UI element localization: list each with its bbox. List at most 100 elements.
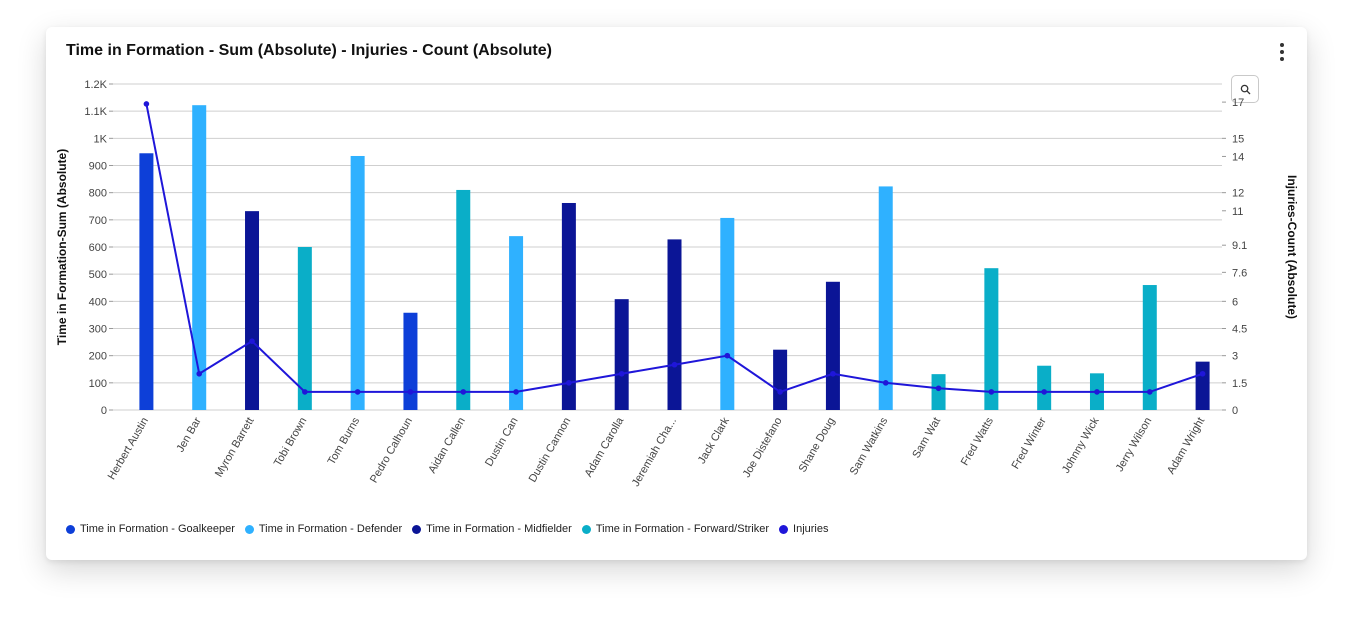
bar[interactable] [1142,285,1157,410]
x-tick-label: Tom Burns [326,415,363,467]
x-tick-label: Adam Wright [1165,416,1207,477]
injuries-point[interactable] [1199,370,1206,377]
chart-legend: Time in Formation - Goalkeeper Time in Fo… [66,523,828,535]
x-axis: Herbert Austin Jen Bar Myron Barrett Tobi B… [106,415,1207,489]
injuries-point[interactable] [407,389,414,395]
x-tick-label: Adam Carolla [583,415,627,479]
chart-card: Time in Formation - Sum (Absolute) - Inj… [46,27,1307,560]
y2-tick-label: 4.5 [1232,324,1247,336]
legend-item[interactable]: Time in Formation - Defender [244,523,403,535]
y-tick-label: 0 [101,405,107,417]
more-vertical-icon [1280,43,1284,47]
x-tick-label: Johnny Wick [1060,415,1102,475]
bar[interactable] [456,189,471,410]
legend-item[interactable]: Injuries [779,523,828,535]
x-tick-label: Myron Barrett [213,416,257,480]
y2-tick-label: 6 [1232,296,1238,308]
bar[interactable] [245,211,260,410]
injuries-point[interactable] [671,361,678,368]
y2-tick-label: 7.6 [1232,267,1247,279]
legend-label: Time in Formation - Defender [258,523,403,535]
bar[interactable] [825,281,840,410]
legend-swatch [244,524,254,534]
bar[interactable] [984,268,999,410]
more-vertical-icon-dot [1280,50,1284,54]
bar[interactable] [720,217,735,410]
bar[interactable] [773,349,788,410]
legend-swatch [66,524,75,534]
x-tick-label: Sam Watkins [848,415,891,477]
bar[interactable] [509,236,524,410]
more-vertical-icon-dot [1280,57,1284,61]
x-tick-label: Aidan Callen [426,416,468,476]
y-tick-label: 500 [89,269,107,281]
bar[interactable] [1037,365,1052,410]
legend-label: Time in Formation - Midfielder [426,523,572,535]
bar[interactable] [667,239,682,410]
y-tick-label: 700 [89,215,107,227]
injuries-point[interactable] [830,370,836,377]
x-tick-label: Jerry Wilson [1114,416,1155,474]
x-tick-label: Pedro Calhoun [368,416,415,486]
bar[interactable] [297,247,312,410]
x-tick-label: Dustin Can [483,415,521,468]
injuries-point[interactable] [143,101,150,107]
injuries-point[interactable] [513,389,519,395]
bar[interactable] [878,186,893,410]
injuries-point[interactable] [354,389,361,395]
x-tick-label: Fred Winter [1010,415,1049,471]
legend-swatch [779,524,789,534]
y-tick-label: 400 [89,296,107,308]
x-tick-label: Dustin Cannon [527,416,574,485]
legend-item[interactable]: Time in Formation - Midfielder [412,523,572,535]
legend-swatch [581,524,591,534]
injuries-point[interactable] [566,380,572,386]
y-tick-label: 300 [89,324,107,336]
y2-tick-label: 1.5 [1232,378,1247,390]
bar[interactable] [192,105,207,410]
y2-axis-title: Injuries-Count (Absolute) [1285,175,1299,319]
injuries-point[interactable] [777,389,783,395]
legend-label: Time in Formation - Forward/Striker [595,523,770,535]
y-axis-title: Time in Formation-Sum (Absolute) [55,149,69,345]
legend-item[interactable]: Time in Formation - Goalkeeper [66,523,235,535]
injuries-point[interactable] [724,352,731,359]
bar[interactable] [139,153,154,410]
injuries-point[interactable] [1041,389,1047,395]
bar[interactable] [350,155,365,410]
injuries-point[interactable] [618,370,625,377]
y-axis-right: 0 1.5 3 4.5 6 7.6 9.1 11 12 14 15 17 [1222,97,1247,417]
x-tick-label: Jack Clark [696,415,732,466]
y2-tick-label: 14 [1232,151,1244,163]
x-tick-label: Sam Wat [910,416,943,461]
y-tick-label: 1K [94,133,108,145]
y2-tick-label: 11 [1232,206,1243,218]
bar[interactable] [561,202,576,410]
more-options-button[interactable] [1272,40,1292,64]
injuries-point[interactable] [460,389,467,395]
y-tick-label: 100 [89,378,107,390]
y-tick-label: 1.2K [84,79,107,91]
injuries-point[interactable] [302,389,308,395]
zoom-button[interactable] [1231,75,1259,103]
bar[interactable] [1195,361,1210,410]
injuries-point[interactable] [988,389,995,395]
bar[interactable] [614,299,629,410]
x-tick-label: Fred Watts [959,415,996,468]
y2-tick-label: 12 [1232,188,1244,200]
x-tick-label: Jen Bar [174,415,204,454]
injuries-point[interactable] [1146,389,1153,395]
bar[interactable] [931,374,946,410]
injuries-point[interactable] [935,385,942,392]
injuries-point[interactable] [1094,389,1100,395]
legend-label: Injuries [793,523,829,535]
bar[interactable] [403,312,418,410]
search-icon [1240,84,1250,94]
legend-item[interactable]: Time in Formation - Forward/Striker [581,523,770,535]
y2-tick-label: 17 [1232,97,1244,109]
injuries-point[interactable] [196,370,203,377]
y2-tick-label: 3 [1232,351,1238,363]
x-tick-label: Tobi Brown [272,416,310,469]
injuries-point[interactable] [249,338,255,344]
injuries-point[interactable] [882,380,889,386]
